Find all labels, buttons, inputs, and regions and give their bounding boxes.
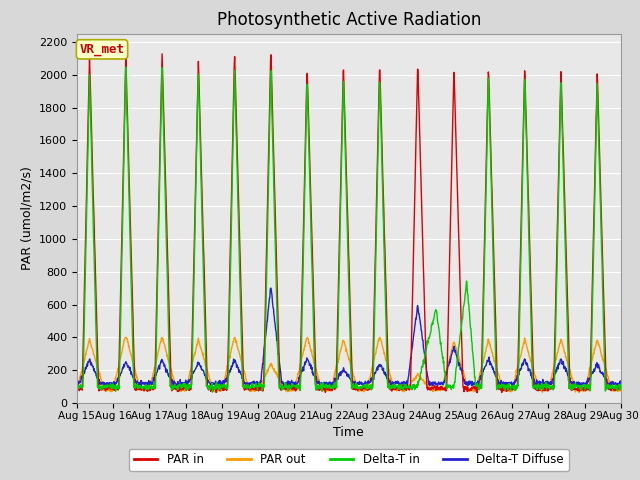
Delta-T Diffuse (316, 381, 323, 387)
Line: PAR in: PAR in (77, 54, 621, 393)
Title: Photosynthetic Active Radiation: Photosynthetic Active Radiation (216, 11, 481, 29)
Delta-T Diffuse (617, 378, 625, 384)
Delta-T in (209, 389, 216, 395)
Delta-T Diffuse (305, 358, 312, 364)
PAR out (138, 387, 145, 393)
Delta-T Diffuse (137, 384, 145, 389)
Line: Delta-T Diffuse: Delta-T Diffuse (77, 288, 621, 388)
PAR in (115, 368, 123, 373)
Delta-T in (73, 381, 81, 387)
PAR in (73, 384, 81, 389)
Text: VR_met: VR_met (79, 43, 125, 56)
Delta-T in (326, 382, 333, 387)
Delta-T in (115, 386, 123, 392)
Delta-T in (122, 64, 130, 70)
Delta-T in (316, 383, 323, 388)
PAR in (383, 314, 390, 320)
PAR in (316, 386, 323, 392)
PAR out (121, 335, 129, 340)
PAR out (316, 379, 323, 384)
Delta-T Diffuse (383, 375, 391, 381)
Delta-T in (617, 385, 625, 391)
Delta-T in (138, 385, 145, 391)
PAR out (73, 387, 81, 393)
PAR out (325, 387, 333, 393)
Legend: PAR in, PAR out, Delta-T in, Delta-T Diffuse: PAR in, PAR out, Delta-T in, Delta-T Dif… (129, 449, 568, 471)
PAR out (115, 362, 123, 368)
PAR out (617, 387, 625, 393)
PAR in (137, 385, 145, 391)
Delta-T in (305, 124, 312, 130)
PAR in (304, 96, 312, 102)
PAR out (383, 359, 390, 364)
Delta-T Diffuse (267, 285, 275, 291)
Y-axis label: PAR (umol/m2/s): PAR (umol/m2/s) (20, 167, 33, 270)
Line: Delta-T in: Delta-T in (77, 67, 621, 392)
PAR in (473, 390, 481, 396)
PAR in (617, 386, 625, 392)
PAR out (304, 336, 312, 341)
PAR out (575, 390, 583, 396)
Line: PAR out: PAR out (77, 337, 621, 393)
PAR in (158, 51, 166, 57)
Delta-T Diffuse (73, 379, 81, 385)
X-axis label: Time: Time (333, 426, 364, 439)
PAR in (325, 387, 333, 393)
Delta-T Diffuse (115, 372, 123, 378)
Delta-T in (383, 365, 391, 371)
Delta-T Diffuse (326, 380, 333, 385)
Delta-T Diffuse (287, 385, 295, 391)
